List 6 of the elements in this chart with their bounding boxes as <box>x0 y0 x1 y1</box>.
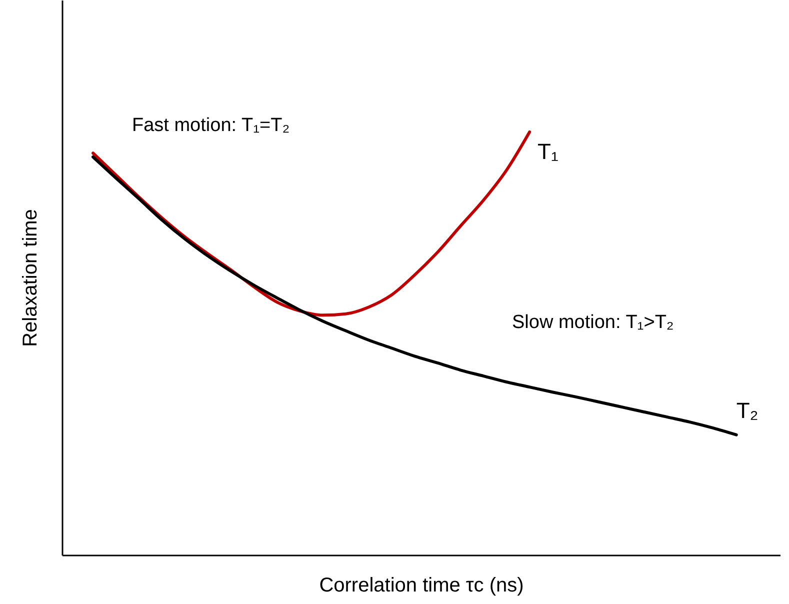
series-label: T₁ <box>538 138 558 164</box>
series-label: T₂ <box>736 398 758 423</box>
annotation: Fast motion: T₁=T₂ <box>132 115 290 136</box>
x-axis-title: Correlation time τc (ns) <box>319 574 524 596</box>
y-axis-title: Relaxation time <box>20 209 42 347</box>
annotation: Slow motion: T₁>T₂ <box>512 312 674 333</box>
